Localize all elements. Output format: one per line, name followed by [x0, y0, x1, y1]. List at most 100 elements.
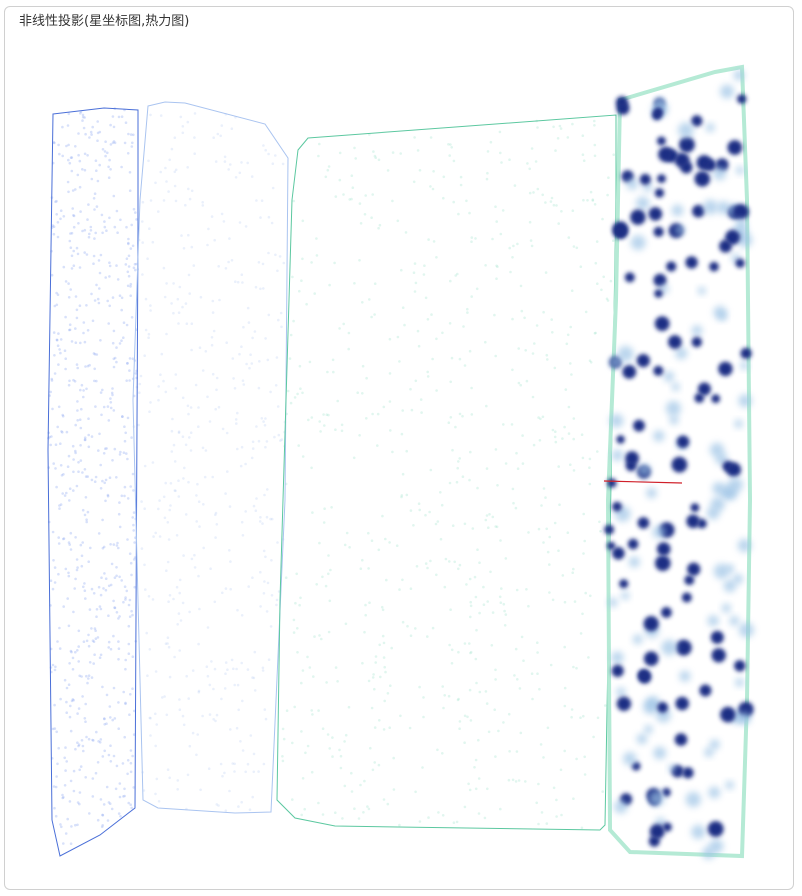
point — [72, 214, 76, 218]
point — [48, 435, 51, 439]
point — [615, 96, 628, 109]
point — [67, 112, 71, 116]
point — [538, 687, 541, 691]
point — [531, 352, 535, 355]
point — [630, 235, 646, 251]
point — [66, 180, 70, 184]
point — [593, 119, 596, 123]
point — [75, 316, 79, 320]
point — [166, 560, 170, 564]
point — [58, 348, 61, 351]
point — [732, 573, 744, 585]
point — [224, 492, 227, 495]
point — [482, 603, 486, 606]
point — [475, 287, 479, 291]
point — [78, 674, 81, 678]
point — [81, 119, 84, 122]
point — [88, 812, 91, 815]
point — [350, 197, 353, 201]
point — [735, 258, 745, 268]
point — [676, 435, 690, 449]
point — [727, 140, 743, 155]
point — [250, 175, 254, 178]
point — [258, 360, 261, 363]
point — [97, 301, 101, 305]
point — [451, 448, 454, 452]
point — [53, 806, 56, 810]
point — [61, 431, 64, 434]
point — [195, 494, 198, 497]
point — [521, 434, 524, 437]
point — [453, 560, 457, 564]
point — [388, 726, 392, 729]
point — [74, 650, 77, 654]
point — [530, 672, 534, 675]
point — [260, 417, 264, 420]
point — [128, 615, 132, 618]
point — [328, 599, 332, 603]
point — [237, 708, 240, 712]
point — [184, 302, 188, 305]
point — [598, 520, 601, 524]
point — [115, 360, 118, 364]
point — [151, 461, 155, 464]
point — [112, 365, 116, 369]
point — [558, 124, 562, 128]
point — [340, 429, 344, 433]
point — [101, 388, 104, 392]
point — [93, 299, 97, 302]
point — [158, 499, 161, 502]
cluster-outline — [276, 114, 617, 831]
point — [255, 199, 258, 202]
point — [609, 279, 613, 283]
point — [103, 481, 106, 485]
point — [103, 723, 106, 726]
point — [224, 809, 228, 812]
point — [261, 262, 265, 266]
point — [109, 716, 112, 719]
point — [276, 405, 280, 408]
point — [488, 513, 491, 516]
point — [274, 154, 277, 157]
point — [277, 433, 281, 437]
point — [163, 695, 166, 698]
point — [93, 192, 97, 195]
point — [624, 272, 635, 283]
point — [517, 779, 521, 782]
point — [184, 513, 188, 516]
point — [144, 328, 148, 332]
point — [56, 235, 60, 239]
point — [118, 575, 121, 579]
point — [82, 126, 86, 130]
point — [474, 595, 478, 599]
point — [448, 643, 451, 647]
point — [126, 284, 130, 288]
point — [72, 610, 75, 614]
point — [97, 740, 100, 743]
point — [238, 221, 242, 224]
point — [569, 463, 572, 467]
point — [82, 321, 86, 324]
point — [554, 440, 558, 444]
point — [707, 615, 719, 627]
point — [359, 222, 363, 225]
point — [148, 716, 152, 720]
point — [616, 435, 625, 444]
point — [503, 609, 506, 613]
point — [546, 358, 549, 361]
point — [128, 713, 131, 716]
point — [502, 602, 506, 606]
point — [322, 413, 325, 416]
point — [82, 331, 85, 335]
point — [58, 626, 61, 630]
point — [78, 418, 82, 422]
point — [459, 183, 463, 187]
point — [511, 255, 514, 259]
point — [115, 346, 118, 349]
point — [100, 576, 103, 579]
point — [76, 400, 79, 403]
point — [417, 344, 421, 348]
point — [165, 282, 168, 285]
point — [690, 503, 700, 512]
point — [378, 223, 382, 227]
